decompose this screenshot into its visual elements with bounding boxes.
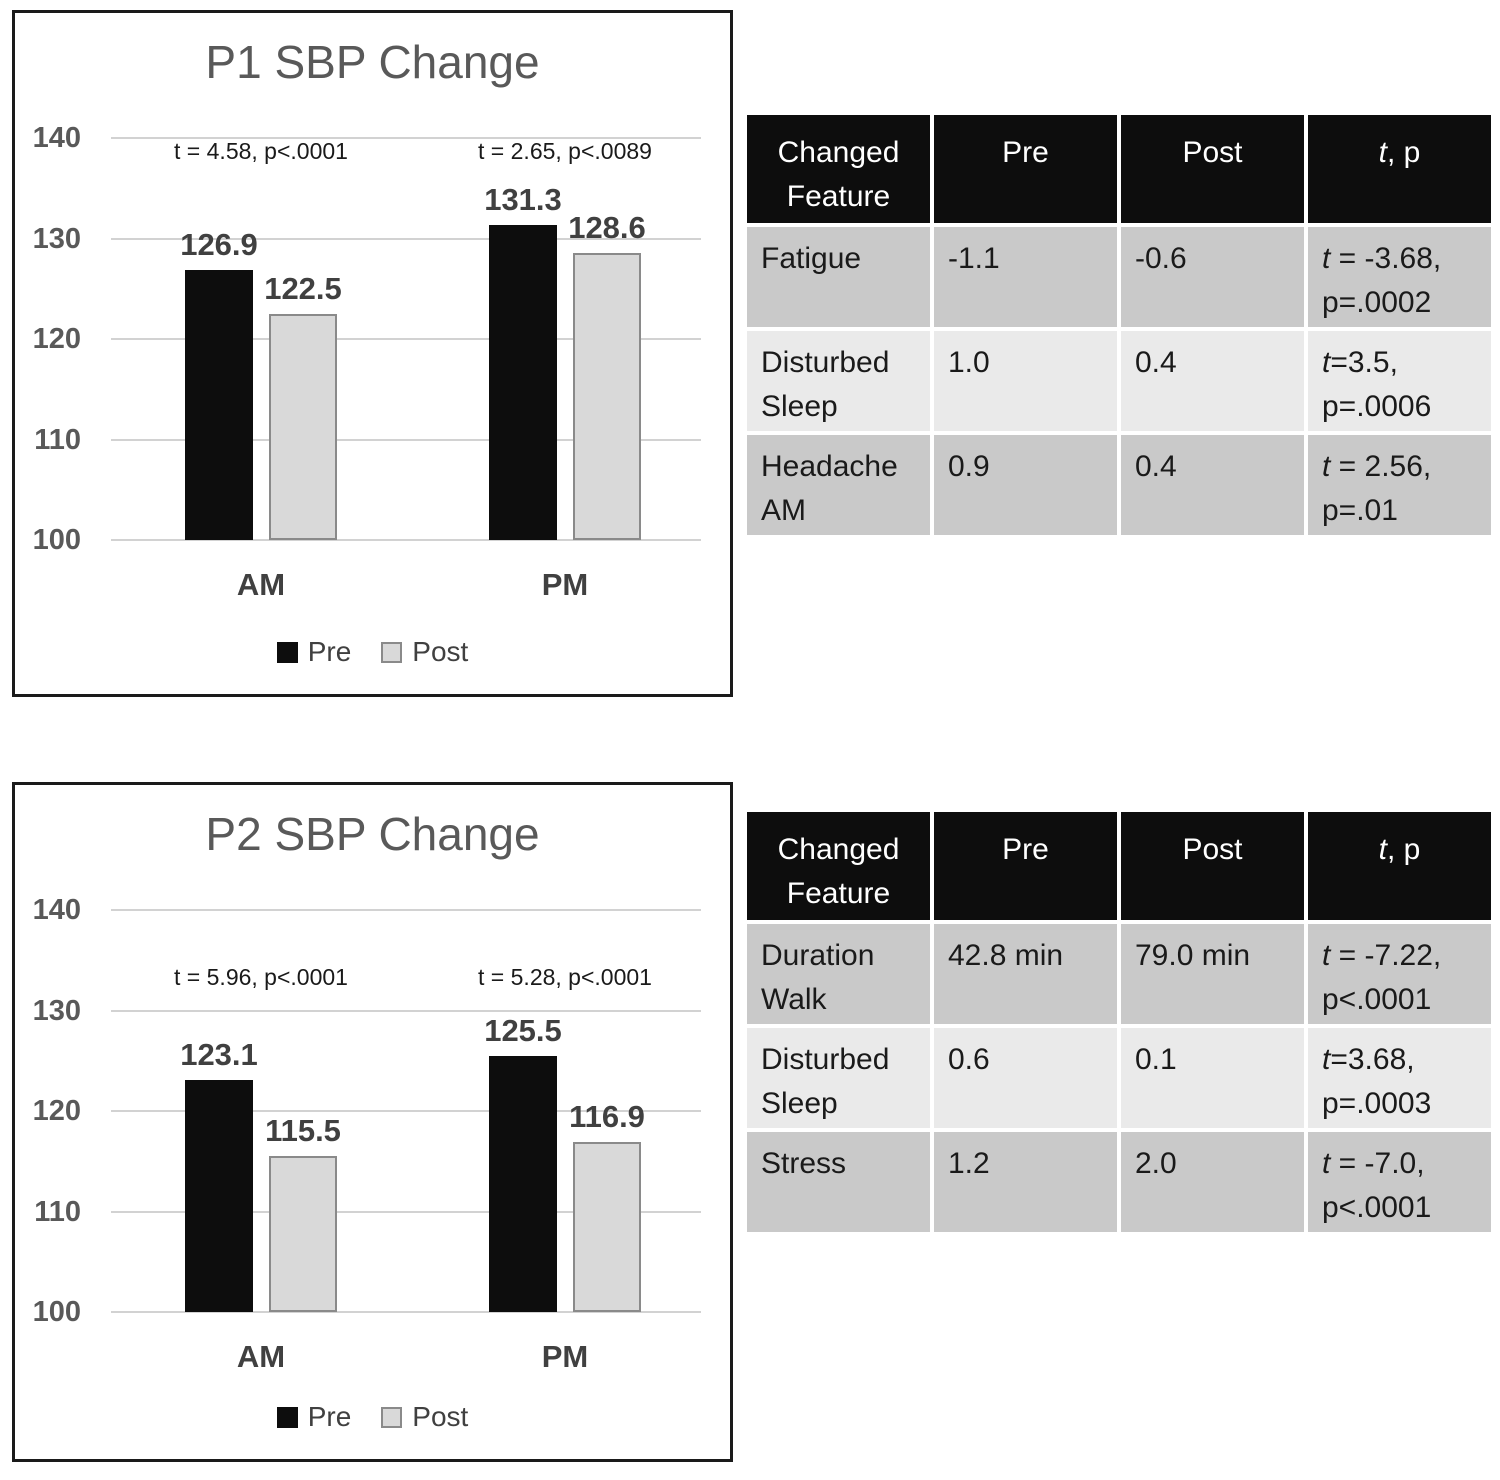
table-header-cell: t, p: [1308, 115, 1491, 223]
gridline: [111, 1210, 701, 1213]
x-axis-category-label: PM: [541, 567, 589, 602]
y-axis-tick-label: 140: [32, 122, 81, 154]
gridline: [111, 909, 701, 911]
y-axis-tick-label: 110: [34, 1195, 81, 1228]
legend-post-swatch: [381, 641, 403, 663]
bar-pre-pm: [489, 225, 557, 540]
y-axis-tick-label: 100: [32, 1296, 81, 1328]
table-cell: t=3.68, p=.0003: [1308, 1028, 1491, 1128]
chart-title: P2 SBP Change: [205, 808, 540, 860]
table-cell: t = -3.68, p=.0002: [1308, 227, 1491, 327]
bar-post-pm: [573, 1142, 641, 1312]
table-header-cell: t, p: [1308, 812, 1491, 920]
gridline: [111, 539, 701, 541]
x-axis-category-label: AM: [236, 1339, 286, 1374]
y-axis-tick-label: 130: [32, 994, 81, 1027]
bar-post-am: [269, 313, 337, 540]
y-axis-tick-label: 100: [32, 524, 81, 556]
table-header-cell: Pre: [934, 115, 1117, 223]
bar-value-label: 131.3: [484, 182, 562, 218]
x-axis-category-label: AM: [236, 567, 286, 602]
legend-pre-swatch: [276, 1406, 298, 1428]
bar-value-label: 126.9: [180, 226, 258, 262]
bar-value-label: 122.5: [264, 270, 342, 306]
x-axis-category-label: PM: [541, 1339, 589, 1374]
table-cell: 0.4: [1121, 331, 1304, 431]
table-header-cell: Post: [1121, 115, 1304, 223]
table-cell: t = 2.56, p=.01: [1308, 435, 1491, 535]
y-axis-tick-label: 120: [32, 323, 81, 355]
y-axis-tick-label: 140: [32, 894, 81, 926]
legend-pre-label: Pre: [307, 1401, 352, 1432]
table-cell: 2.0: [1121, 1132, 1304, 1232]
table-cell: 0.1: [1121, 1028, 1304, 1128]
gridline: [111, 1110, 701, 1112]
y-axis-tick-label: 110: [34, 423, 81, 456]
bar-pre-am: [185, 1079, 253, 1312]
table-cell: Stress: [747, 1132, 930, 1232]
table-header-cell: Changed Feature: [747, 812, 930, 920]
legend-post-swatch: [381, 1406, 403, 1428]
table-cell: -0.6: [1121, 227, 1304, 327]
table-cell: t = -7.22, p<.0001: [1308, 924, 1491, 1024]
bar-value-label: 115.5: [265, 1113, 341, 1149]
table-cell: 79.0 min: [1121, 924, 1304, 1024]
bar-post-pm: [573, 252, 641, 540]
p1-stats-table: Changed Feature Pre Post t, p Fatigue -1.1 -0.…: [747, 115, 1491, 535]
table-cell: 0.6: [934, 1028, 1117, 1128]
table-cell: 0.9: [934, 435, 1117, 535]
chart-legend: Pre Post: [15, 1401, 730, 1433]
table-cell: Headache AM: [747, 435, 930, 535]
legend-post-label: Post: [412, 1401, 469, 1432]
gridline: [111, 338, 701, 340]
table-cell: 1.2: [934, 1132, 1117, 1232]
chart-title: P1 SBP Change: [205, 36, 540, 88]
bar-value-label: 123.1: [180, 1036, 258, 1072]
legend-pre-label: Pre: [307, 636, 352, 667]
table-cell: 0.4: [1121, 435, 1304, 535]
t-test-annotation: t = 2.65, p<.0089: [478, 138, 652, 165]
t-test-annotation: t = 5.28, p<.0001: [478, 964, 652, 991]
table-cell: Disturbed Sleep: [747, 1028, 930, 1128]
gridline: [111, 438, 701, 441]
legend-post-label: Post: [412, 636, 469, 667]
chart-legend: Pre Post: [15, 636, 730, 668]
p2-sbp-change-chart: P2 SBP Change 140 130 120 110 100 123.1 115.5 t…: [12, 782, 733, 1462]
y-axis-tick-label: 120: [32, 1095, 81, 1127]
table-header-cell: Post: [1121, 812, 1304, 920]
table-cell: Duration Walk: [747, 924, 930, 1024]
bar-value-label: 125.5: [484, 1012, 562, 1048]
table-cell: 1.0: [934, 331, 1117, 431]
gridline: [111, 1009, 701, 1012]
legend-pre-swatch: [276, 641, 298, 663]
table-cell: t=3.5, p=.0006: [1308, 331, 1491, 431]
bar-pre-am: [185, 269, 253, 540]
gridline: [111, 137, 701, 139]
table-cell: 42.8 min: [934, 924, 1117, 1024]
p2-stats-table: Changed Feature Pre Post t, p Duration Walk 4…: [747, 812, 1491, 1232]
table-cell: t = -7.0, p<.0001: [1308, 1132, 1491, 1232]
plot-area: 140 130 120 110 100 123.1 115.5 t = 5.96, p<.00…: [15, 785, 730, 1459]
t-test-annotation: t = 5.96, p<.0001: [174, 964, 348, 991]
table-cell: -1.1: [934, 227, 1117, 327]
bar-post-am: [269, 1156, 337, 1312]
bar-value-label: 116.9: [569, 1099, 645, 1135]
p1-sbp-change-chart: P1 SBP Change 140 130 120 110 100 126.9 122.5 t…: [12, 10, 733, 697]
bar-value-label: 128.6: [568, 209, 646, 245]
gridline: [111, 237, 701, 240]
t-test-annotation: t = 4.58, p<.0001: [174, 138, 348, 165]
bar-pre-pm: [489, 1055, 557, 1312]
table-header-cell: Changed Feature: [747, 115, 930, 223]
table-header-cell: Pre: [934, 812, 1117, 920]
gridline: [111, 1311, 701, 1313]
table-cell: Disturbed Sleep: [747, 331, 930, 431]
y-axis-tick-label: 130: [32, 222, 81, 255]
plot-area: 140 130 120 110 100 126.9 122.5 t = 4.58, p<.00…: [15, 13, 730, 694]
table-cell: Fatigue: [747, 227, 930, 327]
